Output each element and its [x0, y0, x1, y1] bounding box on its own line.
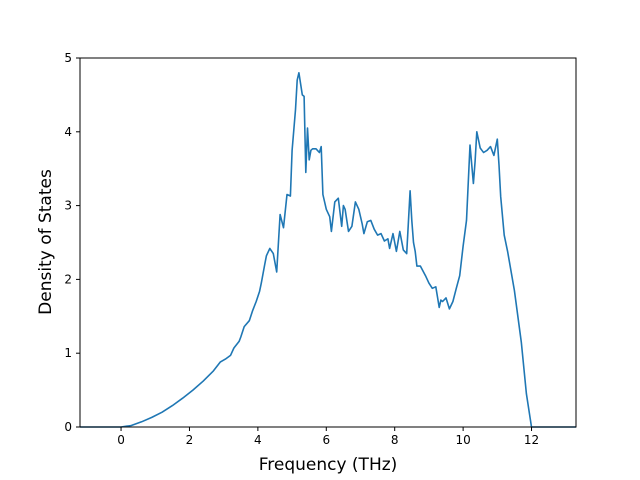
x-tick-label: 8 — [391, 433, 399, 447]
y-tick-label: 3 — [64, 199, 72, 213]
axes-frame — [79, 57, 577, 428]
x-tick-label: 4 — [254, 433, 262, 447]
y-tick-label: 2 — [64, 272, 72, 286]
dos-series-line — [80, 72, 576, 428]
y-axis-label: Density of States — [36, 169, 56, 315]
plot-area — [80, 72, 576, 428]
x-tick-label: 2 — [186, 433, 194, 447]
y-tick-label: 4 — [64, 125, 72, 139]
x-tick-label: 10 — [455, 433, 470, 447]
x-axis-label: Frequency (THz) — [259, 455, 398, 475]
y-tick-label: 5 — [64, 51, 72, 65]
y-tick-label: 0 — [64, 420, 72, 434]
x-axis-ticks: 0 2 4 6 8 10 12 — [117, 427, 539, 447]
y-axis-ticks: 0 1 2 3 4 5 — [64, 51, 80, 434]
x-tick-label: 12 — [524, 433, 539, 447]
x-tick-label: 0 — [117, 433, 125, 447]
x-tick-label: 6 — [322, 433, 330, 447]
y-tick-label: 1 — [64, 346, 72, 360]
